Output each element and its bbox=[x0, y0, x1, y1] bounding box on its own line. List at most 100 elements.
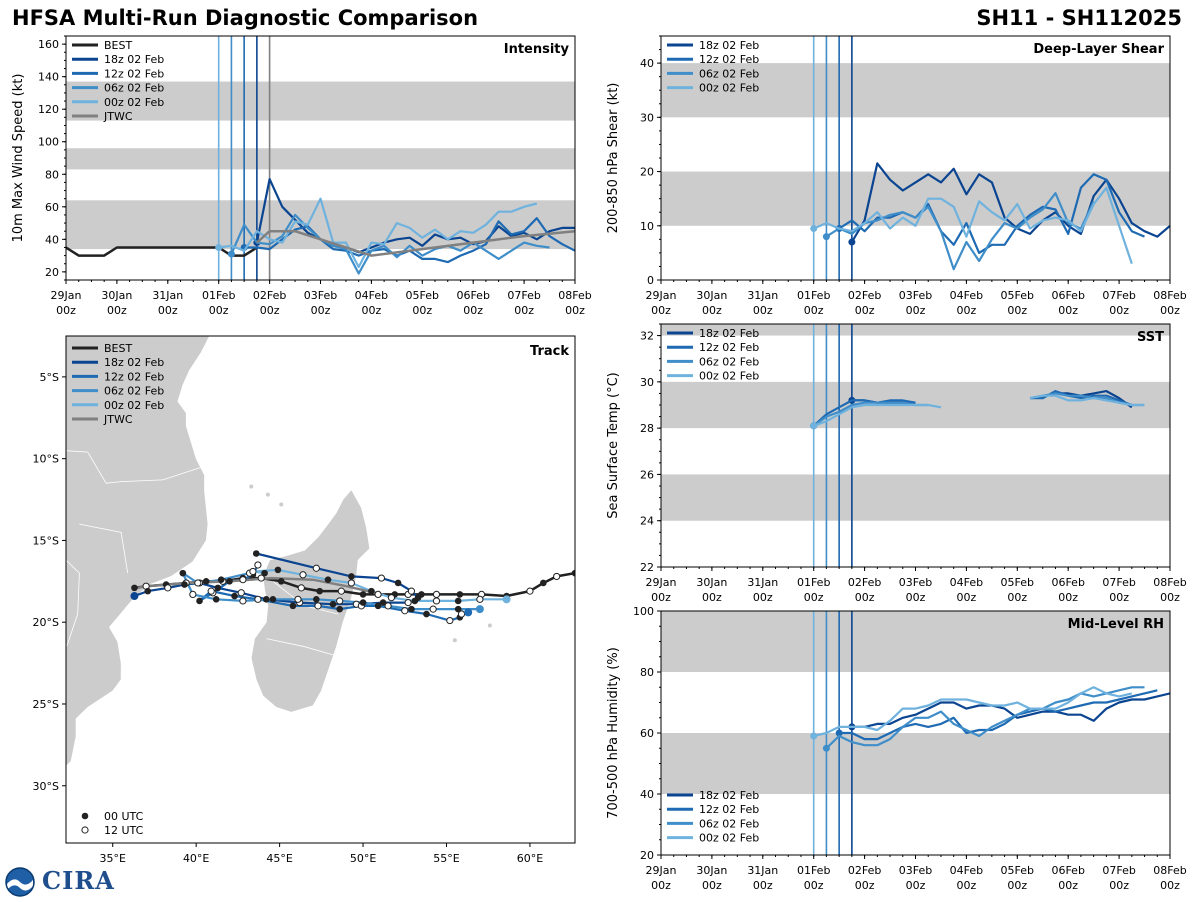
track-end-point-run18z bbox=[130, 592, 139, 601]
legend-label: JTWC bbox=[103, 413, 133, 426]
legend-label: 12z 02 Feb bbox=[699, 341, 759, 354]
x-tick-label: 00z bbox=[311, 304, 331, 317]
track-point-12utc bbox=[377, 574, 386, 582]
legend-label: 00z 02 Feb bbox=[104, 96, 164, 109]
track-point-12utc bbox=[254, 595, 262, 603]
track-point-12utc bbox=[374, 590, 382, 599]
island bbox=[452, 638, 457, 643]
y-tick-label: 30°S bbox=[33, 780, 59, 793]
x-tick-label: 00z bbox=[651, 591, 671, 604]
x-tick-label: 00z bbox=[804, 304, 824, 317]
x-tick-label: 29Jan bbox=[51, 289, 82, 302]
x-tick-label: 00z bbox=[855, 879, 875, 892]
x-tick-label: 04Feb bbox=[355, 289, 388, 302]
track-point-12utc bbox=[297, 584, 305, 592]
y-tick-label: 20°S bbox=[33, 616, 59, 629]
x-tick-label: 00z bbox=[1160, 304, 1180, 317]
track-point-12utc bbox=[347, 579, 355, 587]
x-tick-label: 30Jan bbox=[696, 864, 727, 877]
x-tick-label: 29Jan bbox=[646, 864, 677, 877]
x-tick-label: 00z bbox=[565, 304, 585, 317]
track-point-12utc bbox=[164, 584, 172, 592]
marker-legend-12utc bbox=[81, 826, 89, 834]
x-tick-label: 60°E bbox=[517, 852, 543, 865]
band-intensity-1 bbox=[66, 148, 575, 170]
y-tick-label: 100 bbox=[38, 136, 59, 149]
x-tick-label: 30Jan bbox=[101, 289, 132, 302]
panel-title: Deep-Layer Shear bbox=[1033, 42, 1164, 57]
band-rh-1 bbox=[661, 611, 1170, 672]
x-tick-label: 07Feb bbox=[507, 289, 540, 302]
x-tick-label: 29Jan bbox=[646, 576, 677, 589]
x-tick-label: 00z bbox=[1160, 591, 1180, 604]
series-start-point-run06z bbox=[822, 233, 830, 241]
series-line-run18z bbox=[850, 162, 1170, 243]
track-point-00utc bbox=[359, 599, 367, 606]
legend-label: 18z 02 Feb bbox=[104, 356, 164, 369]
track-point-00utc bbox=[262, 596, 270, 603]
storm-id: SH11 - SH112025 bbox=[976, 6, 1182, 30]
track-point-00utc bbox=[454, 597, 462, 605]
series-line-run00z bbox=[813, 394, 1145, 427]
x-tick-label: 02Feb bbox=[848, 864, 881, 877]
island bbox=[585, 615, 589, 619]
band-intensity-2 bbox=[66, 81, 575, 121]
legend-label: 18z 02 Feb bbox=[104, 53, 164, 66]
marker-legend-label: 12 UTC bbox=[104, 824, 144, 837]
island bbox=[279, 502, 284, 507]
track-point-12utc bbox=[553, 572, 561, 581]
series-start-point-run00z bbox=[215, 243, 223, 251]
panel-sst: 22 24 26 28 30 32 29Jan 00z 30Jan 00z 31Jan 00z 01Fe… bbox=[606, 323, 1187, 604]
panel-intensity: 20 40 60 80 100 120 140 160 29Jan 00z 30Jan 00z 31Ja… bbox=[11, 35, 592, 317]
x-tick-label: 00z bbox=[412, 304, 432, 317]
y-axis-label: 200-850 hPa Shear (kt) bbox=[606, 83, 621, 234]
series-line-run06z bbox=[825, 192, 1095, 271]
legend-label: 12z 02 Feb bbox=[699, 53, 759, 66]
legend-label: 18z 02 Feb bbox=[699, 39, 759, 52]
track-point-12utc bbox=[407, 587, 416, 595]
x-tick-label: 02Feb bbox=[253, 289, 286, 302]
track-end-point-run12z bbox=[464, 608, 473, 617]
x-tick-label: 08Feb bbox=[1153, 864, 1186, 877]
band-shear-1 bbox=[661, 63, 1170, 118]
x-tick-label: 01Feb bbox=[797, 576, 830, 589]
track-point-12utc bbox=[257, 574, 265, 582]
x-tick-label: 31Jan bbox=[747, 289, 778, 302]
legend-label: 12z 02 Feb bbox=[104, 370, 164, 383]
x-tick-label: 00z bbox=[753, 591, 773, 604]
x-tick-label: 00z bbox=[1109, 591, 1129, 604]
track-point-00utc bbox=[394, 579, 402, 587]
series-line-run06z bbox=[825, 686, 1145, 750]
y-tick-label: 22 bbox=[640, 561, 654, 574]
x-tick-label: 08Feb bbox=[1153, 289, 1186, 302]
y-tick-label: 160 bbox=[38, 38, 59, 51]
track-point-00utc bbox=[456, 591, 464, 598]
y-tick-label: 40 bbox=[640, 788, 654, 801]
x-tick-label: 40°E bbox=[183, 852, 209, 865]
panel-title: Intensity bbox=[504, 42, 570, 57]
track-point-00utc bbox=[269, 596, 277, 603]
x-tick-label: 03Feb bbox=[899, 576, 932, 589]
track-point-12utc bbox=[254, 561, 262, 569]
track-point-12utc bbox=[404, 598, 412, 607]
x-tick-label: 00z bbox=[1160, 879, 1180, 892]
y-tick-label: 60 bbox=[640, 727, 654, 740]
legend-label: 00z 02 Feb bbox=[699, 370, 759, 383]
legend-label: JTWC bbox=[103, 110, 133, 123]
track-point-12utc bbox=[336, 597, 344, 605]
marker-legend-label: 00 UTC bbox=[104, 810, 144, 823]
track-point-00utc bbox=[539, 579, 547, 587]
y-tick-label: 20 bbox=[640, 166, 654, 179]
x-tick-label: 00z bbox=[1058, 879, 1078, 892]
track-point-00utc bbox=[408, 605, 415, 613]
x-tick-label: 00z bbox=[362, 304, 382, 317]
series-group-shear bbox=[810, 162, 1170, 271]
legend-label: 18z 02 Feb bbox=[699, 327, 759, 340]
track-point-00utc bbox=[571, 569, 575, 577]
x-tick-label: 02Feb bbox=[848, 576, 881, 589]
x-tick-label: 45°E bbox=[266, 852, 292, 865]
track-line-run12z bbox=[198, 564, 469, 622]
x-tick-label: 00z bbox=[1109, 879, 1129, 892]
